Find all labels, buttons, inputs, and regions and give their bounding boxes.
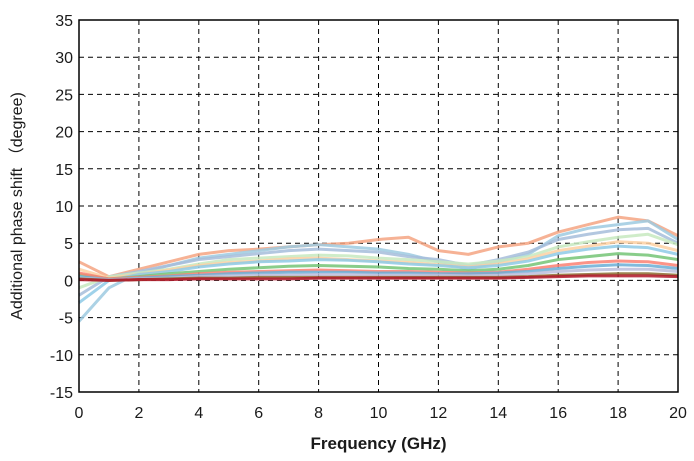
y-tick-label: 35 xyxy=(55,13,73,30)
x-tick-label: 12 xyxy=(430,405,448,422)
y-tick-label: 15 xyxy=(55,162,73,179)
series-line-7 xyxy=(78,252,679,281)
y-axis-label: Additional phase shift （degree) xyxy=(8,92,26,320)
series-line-12 xyxy=(78,274,679,282)
x-tick-label: 14 xyxy=(489,405,507,422)
plot-frame xyxy=(78,19,679,393)
x-tick-label: 20 xyxy=(669,405,687,422)
x-tick-label: 10 xyxy=(370,405,388,422)
series-line-6 xyxy=(78,244,679,304)
y-tick-label: -10 xyxy=(50,348,73,365)
x-tick-label: 2 xyxy=(134,405,143,422)
x-tick-label: 18 xyxy=(609,405,627,422)
series-line-3 xyxy=(78,226,679,297)
x-axis-label: Frequency (GHz) xyxy=(310,434,446,453)
y-tick-label: 30 xyxy=(55,50,73,67)
y-tick-label: 10 xyxy=(55,199,73,216)
y-tick-label: -5 xyxy=(59,311,73,328)
grid-lines xyxy=(78,19,679,393)
y-tick-label: -15 xyxy=(50,385,73,402)
y-tick-label: 5 xyxy=(64,236,73,253)
x-tick-label: 8 xyxy=(314,405,323,422)
y-tick-label: 0 xyxy=(64,273,73,290)
y-tick-label: 20 xyxy=(55,125,73,142)
x-tick-label: 6 xyxy=(254,405,263,422)
y-tick-labels: -15 -10 -5 0 5 10 15 20 25 30 35 xyxy=(50,13,73,402)
series-line-1 xyxy=(78,215,679,279)
x-tick-label: 16 xyxy=(549,405,567,422)
y-tick-label: 25 xyxy=(55,87,73,104)
x-tick-label: 0 xyxy=(75,405,84,422)
series-layer xyxy=(77,215,679,323)
x-tick-labels: 0 2 4 6 8 10 12 14 16 18 20 xyxy=(75,405,687,422)
x-tick-label: 4 xyxy=(194,405,203,422)
